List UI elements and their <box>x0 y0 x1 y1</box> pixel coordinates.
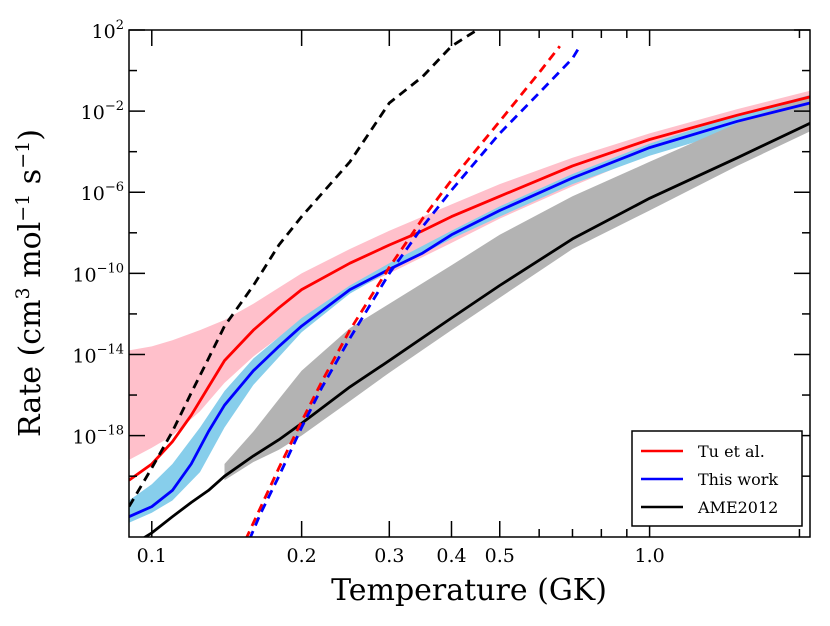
y-tick-label: 10−2 <box>81 99 124 124</box>
legend-label-this-work: This work <box>698 470 778 489</box>
red-dashed-line <box>245 45 561 537</box>
axis-ticks: 0.1 0.2 0.3 0.4 0.5 1.0 10−18 10−14 10−10 10−6 10−… <box>72 18 810 567</box>
y-tick-label: 10−18 <box>72 424 124 449</box>
y-tick-label: 10−6 <box>81 180 124 205</box>
legend-label-ame2012: AME2012 <box>697 498 778 517</box>
x-tick-label: 1.0 <box>634 545 664 567</box>
series-lines <box>129 30 810 537</box>
legend: Tu et al. This work AME2012 <box>631 430 803 527</box>
x-tick-label: 0.4 <box>436 545 466 567</box>
blue-dashed-line <box>249 47 580 537</box>
y-tick-label: 102 <box>92 18 124 43</box>
black-dashed-line <box>129 30 478 508</box>
y-tick-label: 10−14 <box>72 342 124 367</box>
plot-frame <box>128 29 811 538</box>
x-tick-label: 0.3 <box>374 545 404 567</box>
x-axis-title: Temperature (GK) <box>331 573 607 608</box>
x-tick-label: 0.5 <box>485 545 515 567</box>
x-tick-label: 0.1 <box>137 545 167 567</box>
y-axis-title: Rate (cm3 mol−1 s−1) <box>12 129 48 437</box>
this-work-line <box>129 101 810 518</box>
x-tick-label: 0.2 <box>287 545 317 567</box>
legend-label-tu: Tu et al. <box>698 442 765 461</box>
tu-line <box>129 95 810 482</box>
y-tick-label: 10−10 <box>72 261 124 286</box>
